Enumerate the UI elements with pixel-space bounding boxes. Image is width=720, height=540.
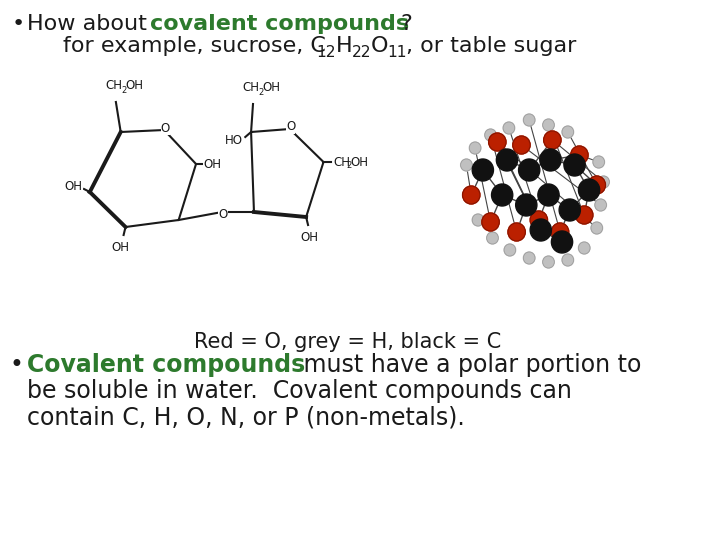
Text: ?: ? — [400, 14, 412, 34]
Circle shape — [559, 199, 580, 221]
Text: H: H — [336, 36, 352, 56]
Circle shape — [472, 159, 493, 181]
Text: 2: 2 — [122, 86, 127, 95]
Circle shape — [504, 244, 516, 256]
Text: CH: CH — [333, 156, 350, 168]
Circle shape — [513, 136, 530, 154]
Text: Red = O, grey = H, black = C: Red = O, grey = H, black = C — [194, 332, 501, 352]
Circle shape — [469, 142, 481, 154]
Text: CH: CH — [105, 79, 122, 92]
Text: OH: OH — [112, 241, 130, 254]
Circle shape — [523, 114, 535, 126]
Text: O: O — [161, 122, 170, 134]
Circle shape — [462, 186, 480, 204]
Text: for example, sucrose, C: for example, sucrose, C — [63, 36, 325, 56]
Text: O: O — [286, 120, 295, 133]
Text: contain C, H, O, N, or P (non-metals).: contain C, H, O, N, or P (non-metals). — [27, 406, 465, 430]
Circle shape — [538, 184, 559, 206]
Text: •: • — [9, 353, 24, 377]
Text: OH: OH — [204, 158, 222, 171]
Text: O: O — [370, 36, 388, 56]
Circle shape — [578, 179, 600, 201]
Circle shape — [487, 232, 498, 244]
Text: be soluble in water.  Covalent compounds can: be soluble in water. Covalent compounds … — [27, 379, 572, 403]
Text: 22: 22 — [351, 45, 371, 60]
Text: OH: OH — [125, 79, 143, 92]
Text: 2: 2 — [346, 160, 352, 170]
Circle shape — [516, 194, 537, 216]
Circle shape — [543, 256, 554, 268]
Circle shape — [562, 254, 574, 266]
Circle shape — [543, 119, 554, 131]
Circle shape — [518, 159, 540, 181]
Text: OH: OH — [300, 231, 318, 244]
Text: CH: CH — [243, 81, 260, 94]
Circle shape — [508, 223, 526, 241]
Text: OH: OH — [64, 180, 82, 193]
Text: •: • — [12, 14, 24, 34]
Circle shape — [591, 222, 603, 234]
Text: How about: How about — [27, 14, 154, 34]
Text: HO: HO — [225, 133, 243, 146]
Circle shape — [485, 129, 496, 141]
Circle shape — [530, 211, 547, 229]
Circle shape — [503, 122, 515, 134]
Text: covalent compounds: covalent compounds — [150, 14, 409, 34]
Circle shape — [578, 242, 590, 254]
Circle shape — [552, 223, 569, 241]
Text: must have a polar portion to: must have a polar portion to — [296, 353, 641, 377]
Circle shape — [571, 146, 588, 164]
Text: 12: 12 — [317, 45, 336, 60]
Circle shape — [540, 149, 561, 171]
Text: Covalent compounds: Covalent compounds — [27, 353, 305, 377]
Circle shape — [588, 176, 606, 194]
Circle shape — [492, 184, 513, 206]
Circle shape — [562, 126, 574, 138]
Circle shape — [575, 206, 593, 224]
Text: 2: 2 — [258, 88, 264, 97]
Circle shape — [523, 252, 535, 264]
Circle shape — [472, 214, 484, 226]
Circle shape — [598, 176, 609, 188]
Text: 11: 11 — [387, 45, 407, 60]
Circle shape — [530, 219, 552, 241]
Circle shape — [489, 133, 506, 151]
Circle shape — [496, 149, 518, 171]
Circle shape — [564, 154, 585, 176]
Circle shape — [544, 131, 561, 149]
Text: O: O — [218, 207, 228, 220]
Circle shape — [595, 199, 606, 211]
Circle shape — [552, 231, 572, 253]
Text: OH: OH — [263, 81, 281, 94]
Circle shape — [593, 156, 605, 168]
Circle shape — [461, 159, 472, 171]
Text: OH: OH — [351, 156, 369, 168]
Text: , or table sugar: , or table sugar — [406, 36, 577, 56]
Circle shape — [482, 213, 499, 231]
